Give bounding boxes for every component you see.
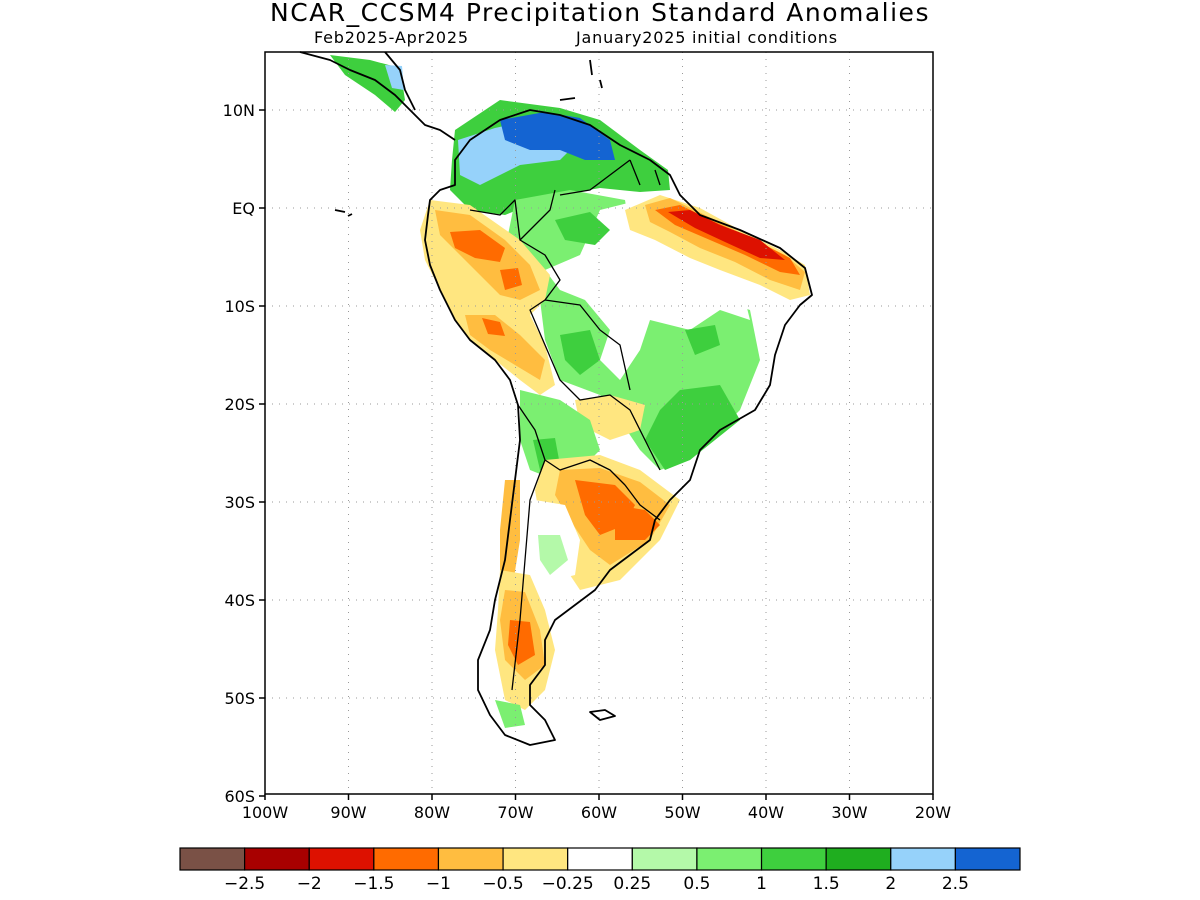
lon-label: 40W (748, 803, 784, 822)
anomaly-region-andes-orange-1 (450, 230, 505, 262)
lon-label: 50W (664, 803, 700, 822)
longitude-axis: 100W 90W 80W 70W 60W 50W 40W 30W 20W (242, 794, 951, 822)
colorbar-swatch (308, 847, 375, 871)
colorbar-swatch (890, 847, 956, 871)
lon-label: 90W (330, 803, 366, 822)
colorbar-label: 1.5 (813, 874, 840, 894)
colorbar-label: −0.25 (542, 874, 594, 894)
south-america-coastline (424, 109, 813, 746)
lon-label: 80W (414, 803, 450, 822)
colorbar-swatch (760, 847, 827, 871)
colorbar-label: 0.25 (613, 874, 651, 894)
initial-conditions: January2025 initial conditions (576, 28, 838, 47)
colorbar-label: −0.5 (482, 874, 523, 894)
colorbar: −2.5 −2 −1.5 −1 −0.5 −0.25 0.25 0.5 1 1.5 2 2.5 (179, 847, 1021, 894)
colorbar-swatch (244, 847, 310, 871)
anomaly-region-peru-dry (465, 315, 545, 380)
colorbar-label: −2 (297, 874, 322, 894)
lat-label: EQ (232, 199, 255, 218)
colorbar-label: 1 (756, 874, 767, 894)
map-gridlines (265, 52, 933, 794)
colorbar-swatch (631, 847, 698, 871)
anomaly-region-northeast-red (668, 210, 785, 260)
anomaly-region-southeast-wet (645, 385, 740, 470)
central-america-coastline-north (384, 51, 416, 111)
anomaly-region-pampas-wet (538, 535, 568, 575)
anomaly-region-central-wet (685, 325, 720, 355)
anomaly-region-peru-orange (482, 318, 505, 336)
colorbar-label: 2 (885, 874, 896, 894)
colorbar-label: −2.5 (224, 874, 265, 894)
lon-label: 70W (497, 803, 533, 822)
map-title: NCAR_CCSM4 Precipitation Standard Anomal… (270, 0, 930, 27)
lat-label: 10N (223, 101, 255, 120)
colorbar-swatch (373, 847, 440, 871)
colorbar-swatch (954, 847, 1021, 871)
anomaly-region-andes-orange-2 (500, 268, 522, 290)
anomaly-region-patagonia-orange (508, 620, 535, 665)
lon-label: 60W (581, 803, 617, 822)
colorbar-label: −1 (426, 874, 451, 894)
colorbar-label: −1.5 (353, 874, 394, 894)
anomaly-region-bolivia-wet (560, 330, 600, 375)
falkland-islands (589, 709, 616, 721)
caribbean-coast-islands (559, 59, 603, 101)
lat-label: 40S (224, 591, 255, 610)
colorbar-label: 2.5 (942, 874, 969, 894)
lat-label: 20S (224, 395, 255, 414)
lon-label: 100W (242, 803, 289, 822)
lon-label: 30W (831, 803, 867, 822)
forecast-period: Feb2025-Apr2025 (314, 28, 469, 47)
country-borders (469, 159, 661, 691)
coastlines (299, 51, 813, 746)
colorbar-label: 0.5 (683, 874, 710, 894)
colorbar-swatch (437, 847, 504, 871)
latitude-axis: 10N EQ 10S 20S 30S 40S 50S 60S (223, 101, 265, 806)
anomaly-region-tierra-del-fuego-wet (495, 700, 525, 728)
anomaly-region-amazon-core (555, 212, 610, 245)
colorbar-swatch (502, 847, 569, 871)
anomaly-shading (330, 55, 810, 728)
galapagos-islands (334, 209, 353, 217)
colorbar-swatch (179, 847, 246, 871)
lat-label: 60S (224, 787, 255, 806)
central-america-coastline (299, 51, 456, 141)
colorbar-swatch (825, 847, 892, 871)
lat-label: 30S (224, 493, 255, 512)
lat-label: 50S (224, 689, 255, 708)
anomaly-region-amazon-dry-white (545, 200, 750, 380)
lon-label: 20W (915, 803, 951, 822)
colorbar-swatch (696, 847, 763, 871)
anomaly-region-uruguay-orange (615, 505, 660, 540)
anomaly-region-central-america-blue (385, 65, 404, 90)
colorbar-swatch (567, 847, 633, 871)
lat-label: 10S (224, 297, 255, 316)
